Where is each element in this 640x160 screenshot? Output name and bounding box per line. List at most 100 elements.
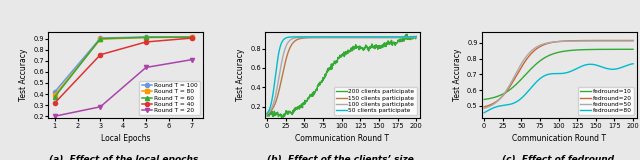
200 clients participate [376, 47, 383, 49]
200 clients participate [331, 63, 339, 64]
Round T = 60 [51, 96, 59, 98]
50 clients participate [263, 112, 271, 114]
fedround=20 [561, 40, 568, 42]
Round T = 20 [51, 115, 59, 117]
200 clients participate [302, 100, 310, 102]
Line: Round T = 20: Round T = 20 [52, 58, 194, 118]
fedround=50 [629, 40, 637, 42]
fedround=80 [480, 112, 488, 114]
Y-axis label: Test Accuracy: Test Accuracy [19, 49, 28, 101]
Line: fedround=50: fedround=50 [484, 41, 633, 108]
fedround=20 [629, 40, 637, 41]
Text: (a)  Effect of the local epochs.: (a) Effect of the local epochs. [49, 155, 202, 160]
Round T = 60 [142, 36, 150, 38]
50 clients participate [290, 36, 298, 38]
150 clients participate [301, 37, 309, 39]
Round T = 20 [142, 67, 150, 68]
fedround=20 [480, 106, 488, 108]
Round T = 100 [51, 91, 59, 93]
Round T = 100 [188, 36, 195, 38]
Round T = 100 [97, 37, 104, 39]
Round T = 100 [142, 36, 150, 38]
Legend: fedround=10, fedround=20, fedround=50, fedround=80: fedround=10, fedround=20, fedround=50, f… [578, 87, 634, 116]
fedround=80 [569, 70, 577, 72]
Line: Round T = 100: Round T = 100 [52, 35, 194, 94]
50 clients participate [301, 36, 309, 38]
200 clients participate [412, 36, 420, 37]
150 clients participate [263, 113, 271, 115]
150 clients participate [290, 41, 298, 43]
100 clients participate [363, 36, 371, 38]
Round T = 20 [188, 59, 195, 61]
Line: Round T = 40: Round T = 40 [52, 36, 194, 105]
fedround=10 [569, 49, 577, 51]
fedround=10 [561, 50, 568, 52]
Line: fedround=10: fedround=10 [484, 49, 633, 100]
fedround=50 [569, 40, 577, 42]
Round T = 80 [51, 94, 59, 96]
fedround=10 [551, 52, 559, 54]
Y-axis label: Test Accuracy: Test Accuracy [452, 49, 461, 101]
Line: 200 clients participate: 200 clients participate [267, 34, 416, 117]
150 clients participate [412, 37, 420, 39]
Legend: 200 clients participate, 150 clients participate, 100 clients participate, 50 cl: 200 clients participate, 150 clients par… [334, 87, 417, 116]
100 clients participate [331, 36, 339, 38]
100 clients participate [301, 36, 309, 38]
Line: Round T = 80: Round T = 80 [52, 35, 194, 97]
150 clients participate [363, 37, 371, 39]
100 clients participate [290, 37, 298, 39]
Line: fedround=20: fedround=20 [484, 40, 633, 107]
fedround=50 [480, 107, 488, 109]
Round T = 40 [188, 37, 195, 39]
150 clients participate [376, 37, 383, 39]
Round T = 40 [97, 54, 104, 56]
fedround=80 [561, 72, 568, 74]
fedround=10 [602, 48, 610, 50]
fedround=20 [552, 41, 559, 43]
Round T = 40 [51, 102, 59, 104]
fedround=10 [480, 99, 488, 100]
Line: 150 clients participate: 150 clients participate [267, 38, 416, 114]
Round T = 80 [97, 38, 104, 40]
100 clients participate [263, 113, 271, 115]
Text: (c)  Effect of fedround.: (c) Effect of fedround. [502, 155, 617, 160]
X-axis label: Local Epochs: Local Epochs [100, 134, 150, 143]
Text: (b)  Effect of the clients’ size.: (b) Effect of the clients’ size. [268, 155, 417, 160]
200 clients participate [363, 45, 371, 47]
200 clients participate [290, 109, 298, 111]
fedround=50 [602, 40, 610, 42]
X-axis label: Communication Round T: Communication Round T [513, 134, 606, 143]
150 clients participate [351, 37, 359, 39]
fedround=20 [626, 40, 634, 41]
Round T = 80 [188, 36, 195, 38]
fedround=10 [626, 48, 634, 50]
Round T = 80 [142, 37, 150, 39]
fedround=20 [551, 41, 559, 43]
fedround=80 [552, 73, 559, 75]
fedround=20 [569, 40, 577, 42]
fedround=50 [552, 41, 559, 43]
Round T = 20 [97, 106, 104, 108]
Line: fedround=80: fedround=80 [484, 64, 633, 113]
100 clients participate [400, 36, 408, 38]
100 clients participate [351, 36, 359, 38]
Round T = 40 [142, 41, 150, 43]
50 clients participate [376, 36, 383, 38]
X-axis label: Communication Round T: Communication Round T [296, 134, 389, 143]
100 clients participate [412, 36, 420, 38]
fedround=80 [602, 67, 610, 69]
Line: 50 clients participate: 50 clients participate [267, 37, 416, 113]
fedround=10 [629, 48, 637, 50]
fedround=80 [629, 63, 637, 65]
200 clients participate [263, 115, 271, 117]
fedround=50 [551, 41, 559, 43]
50 clients participate [351, 36, 359, 38]
50 clients participate [412, 36, 420, 38]
fedround=50 [626, 40, 634, 42]
fedround=10 [552, 52, 559, 54]
fedround=80 [551, 73, 559, 75]
200 clients participate [403, 33, 411, 35]
100 clients participate [376, 36, 383, 38]
fedround=50 [561, 40, 568, 42]
200 clients participate [279, 116, 287, 118]
